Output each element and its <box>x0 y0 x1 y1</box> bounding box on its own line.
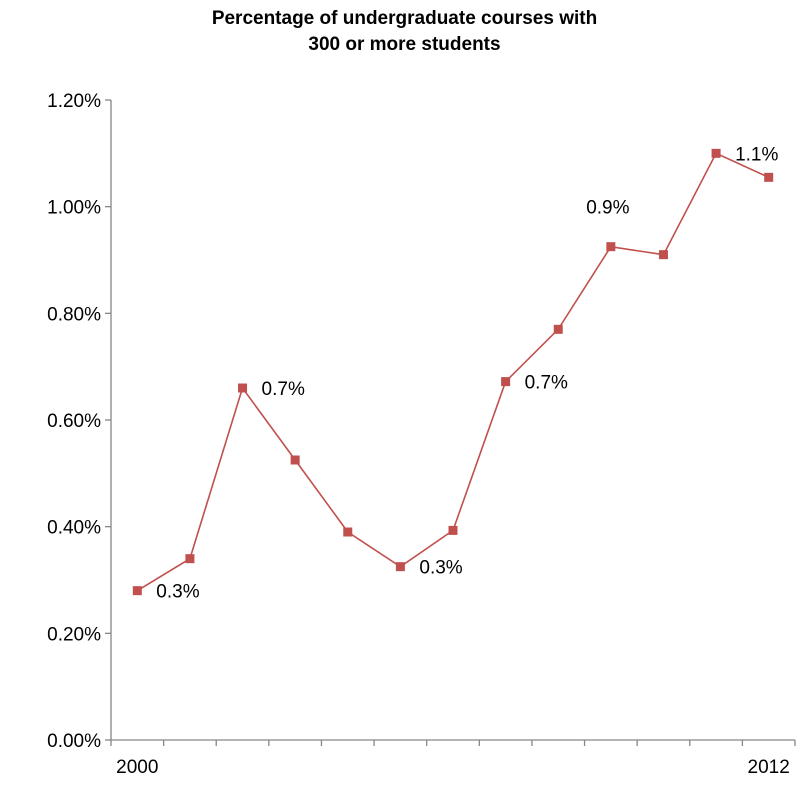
x-tick-label: 2000 <box>116 757 158 778</box>
data-label: 0.9% <box>586 198 629 219</box>
data-label: 0.3% <box>419 558 462 579</box>
y-tick-label: 0.40% <box>47 518 101 539</box>
y-tick-label: 0.60% <box>47 411 101 432</box>
data-point <box>764 172 774 182</box>
y-tick-label: 0.80% <box>47 304 101 325</box>
data-point <box>711 148 721 158</box>
data-point <box>501 377 511 387</box>
data-labels-group: 0.3% 0.7% 0.3% 0.7% 0.9% 1.1% <box>156 144 778 602</box>
data-point <box>606 242 616 252</box>
data-point <box>290 455 300 465</box>
data-point <box>448 525 458 535</box>
data-point <box>658 250 668 260</box>
data-label: 0.7% <box>262 379 305 400</box>
data-point <box>395 562 405 572</box>
data-label: 1.1% <box>735 144 778 165</box>
data-point <box>185 554 195 564</box>
data-label: 0.3% <box>156 582 199 603</box>
y-tick-label: 0.00% <box>47 731 101 752</box>
chart-title: Percentage of undergraduate courses with… <box>0 6 809 58</box>
x-axis: 2000 2012 <box>110 739 796 778</box>
chart-title-line-1: Percentage of undergraduate courses with <box>211 8 598 29</box>
data-point <box>238 383 248 393</box>
series-line <box>136 152 770 592</box>
x-tick-label: 2012 <box>748 757 790 778</box>
y-axis: 0.00% 0.20% 0.40% 0.60% 0.80% 1.00% 1.20% <box>47 91 112 752</box>
data-point <box>343 527 353 537</box>
y-tick-label: 1.20% <box>47 91 101 112</box>
series-group <box>132 148 774 596</box>
chart-title-line-2: 300 or more students <box>308 34 501 55</box>
y-tick-label: 0.20% <box>47 624 101 645</box>
data-label: 0.7% <box>525 373 568 394</box>
data-point <box>132 586 142 596</box>
data-point <box>553 324 563 334</box>
y-tick-label: 1.00% <box>47 198 101 219</box>
